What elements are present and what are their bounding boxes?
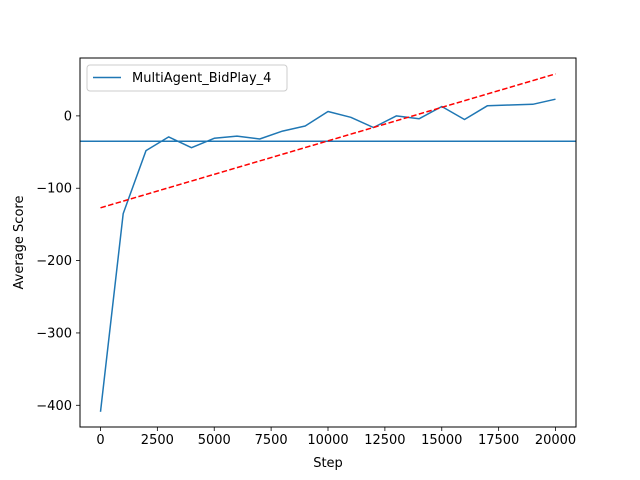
x-tick-label: 10000 [307,433,348,448]
y-tick-label: −300 [36,326,72,341]
x-tick-label: 2500 [141,433,174,448]
plot-area [80,58,576,427]
x-tick-label: 15000 [421,433,462,448]
legend-box [86,64,288,92]
x-tick-label: 5000 [198,433,231,448]
series-layer [80,73,576,412]
legend: MultiAgent_BidPlay_4 [86,64,288,92]
x-axis-ticks: 0 2500 5000 7500 10000 12500 15000 17500 20000 [96,427,576,448]
trend-line-series-2 [100,73,556,209]
y-tick-label: 0 [64,109,72,124]
x-tick-label: 0 [96,433,104,448]
plot-frame [79,57,577,428]
y-tick-label: −400 [36,399,72,414]
legend-label-series-1: MultiAgent_BidPlay_4 [132,71,271,86]
y-tick-label: −100 [36,182,72,197]
y-tick-label: −200 [36,254,72,269]
x-tick-label: 7500 [255,433,288,448]
y-axis-ticks: −400 −300 −200 −100 0 [36,109,80,414]
y-axis-label: Average Score [12,196,27,290]
x-tick-label: 12500 [364,433,405,448]
series-line-1 [99,98,556,412]
x-tick-label: 17500 [478,433,519,448]
x-axis-label: Step [313,456,343,471]
x-tick-label: 20000 [535,433,576,448]
